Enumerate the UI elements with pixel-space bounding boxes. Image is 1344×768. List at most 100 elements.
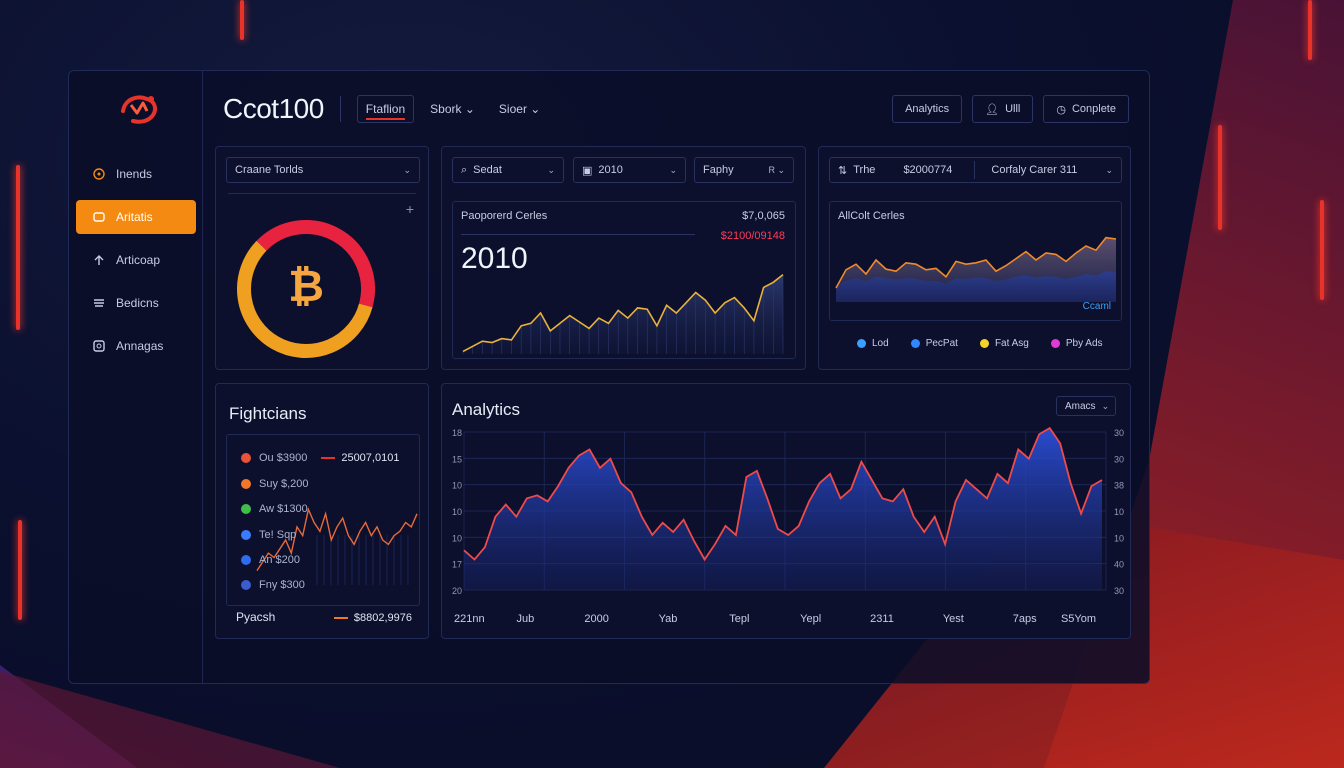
series-value-sub: $2100/09148 <box>720 230 785 242</box>
sidebar-item-aritatis[interactable]: Aritatis <box>76 200 196 234</box>
fightcians-title: Fightcians <box>229 404 307 423</box>
y-tick-label-left: 10 <box>452 481 462 491</box>
fightcians-card: Fightcians Ou $3900 25007,0101 Suy $,200… <box>215 383 429 639</box>
analytics-dropdown[interactable]: Amacs ⌄ <box>1056 396 1116 416</box>
tab-ftaflion[interactable]: Ftaflion <box>356 95 415 123</box>
y-tick-label-left: 17 <box>452 560 462 570</box>
filter-dropdown[interactable]: Faphy R ⌄ <box>694 157 794 183</box>
ticker-label: Trhe <box>853 164 876 176</box>
y-tick-label-left: 20 <box>452 586 462 596</box>
arrow-up-icon <box>92 253 106 267</box>
bg-streak <box>1308 0 1312 60</box>
stack-icon <box>92 296 106 310</box>
year-dropdown[interactable]: ▣ 2010 ⌄ <box>573 157 686 183</box>
fight-row[interactable]: An $200 <box>241 554 409 566</box>
legend-item[interactable]: Lod <box>857 338 889 349</box>
analytics-card: Analytics Amacs ⌄ 18 30 15 30 10 38 10 10 10 10 17… <box>441 383 1131 639</box>
fight-row[interactable]: Aw $1300 <box>241 503 409 515</box>
bitcoin-icon: ₿ <box>288 261 324 312</box>
tab-label: Sioer <box>498 102 527 116</box>
x-tick-label: Yest <box>943 613 964 625</box>
sidebar-item-annagas[interactable]: Annagas <box>76 329 196 363</box>
row-icon <box>241 453 251 463</box>
chevron-down-icon: ⌄ <box>1105 164 1113 175</box>
y-tick-label-right: 10 <box>1114 507 1124 517</box>
calendar-icon: ▣ <box>582 164 593 177</box>
cerles-title: AllColt Cerles <box>838 210 905 222</box>
sidebar-item-inends[interactable]: Inends <box>76 157 196 191</box>
dropdown-value: Craane Torlds <box>235 164 304 176</box>
legend-dot <box>979 339 989 348</box>
cerles-card: ⇅ Trhe $2000774 Corfaly Carer 311 ⌄ AllC… <box>818 146 1131 370</box>
series-line <box>462 273 784 353</box>
dropdown-value: Amacs <box>1065 400 1096 412</box>
row-label: Fny $300 <box>259 579 305 591</box>
chevron-down-icon: ⌄ <box>547 164 555 175</box>
chevron-down-icon: ⌄ <box>464 102 475 116</box>
footer-line-marker <box>333 617 348 619</box>
fight-row[interactable]: Te! Sqp <box>241 529 409 541</box>
analytics-button[interactable]: Analytics <box>892 95 963 123</box>
y-tick-label-right: 10 <box>1114 533 1124 543</box>
divider <box>461 234 695 235</box>
row-icon <box>241 555 251 565</box>
series-area-chart <box>462 273 784 354</box>
image-icon <box>92 339 106 353</box>
analytics-line <box>463 426 1103 562</box>
big-number: 2010 <box>461 242 528 275</box>
fight-line <box>256 507 418 571</box>
add-icon[interactable]: + <box>405 201 414 217</box>
button-label: Ulll <box>1005 103 1021 115</box>
y-tick-label-right: 30 <box>1114 428 1124 438</box>
brand-logo-icon <box>121 95 157 124</box>
fightcians-line-chart <box>256 507 418 585</box>
sidebar-item-articoap[interactable]: Articoap <box>76 243 196 277</box>
sidebar-item-bedicns[interactable]: Bedicns <box>76 286 196 320</box>
legend-dot <box>1050 339 1060 348</box>
filter-right-label: R ⌄ <box>768 164 785 175</box>
series-value-top: $7,0,065 <box>742 210 785 222</box>
row-label: Suy $,200 <box>259 478 309 490</box>
donut-dropdown[interactable]: Craane Torlds ⌄ <box>226 157 420 183</box>
ticker-price: $2000774 <box>903 164 953 176</box>
row-icon <box>241 504 251 514</box>
sidebar-item-label: Articoap <box>116 253 161 267</box>
x-tick-label: 2000 <box>584 613 608 625</box>
legend-item[interactable]: Pby Ads <box>1050 338 1103 349</box>
complete-button[interactable]: ◷ Conplete <box>1043 95 1129 123</box>
cerles-area-chart <box>835 236 1117 302</box>
row-label: Te! Sqp <box>259 529 297 541</box>
row-label: An $200 <box>259 554 300 566</box>
bg-streak <box>1320 200 1324 300</box>
legend-item[interactable]: PecPat <box>910 338 958 349</box>
legend-dot <box>857 339 866 348</box>
analytics-area-chart: 18 30 15 30 10 38 10 10 10 10 17 40 20 30 221nn Jub 2000… <box>452 426 1124 625</box>
ticker-bar[interactable]: ⇅ Trhe $2000774 Corfaly Carer 311 ⌄ <box>829 157 1122 183</box>
series-area <box>836 271 1116 302</box>
tab-sbork[interactable]: Sbork ⌄ <box>422 96 483 122</box>
bg-streak <box>1218 125 1222 230</box>
series-line <box>835 236 1117 289</box>
bg-streak <box>16 165 20 330</box>
donut-chart: ₿ <box>237 220 375 358</box>
y-tick-label-left: 18 <box>452 428 462 438</box>
legend-label: PecPat <box>925 338 958 349</box>
dropdown-value: Sedat <box>473 164 502 176</box>
fightcians-panel: Ou $3900 25007,0101 Suy $,200 Aw $1300 T… <box>226 434 420 606</box>
row-label: Ou $3900 <box>259 452 308 464</box>
circle-icon <box>92 167 106 181</box>
row-icon <box>241 530 251 540</box>
cerles-panel: AllColt Cerles Ccaml <box>829 201 1122 321</box>
search-dropdown[interactable]: ⌕ Sedat ⌄ <box>452 157 564 183</box>
user-button[interactable]: 👤︎ Ulll <box>972 95 1034 123</box>
fight-row[interactable]: Fny $300 <box>241 579 409 591</box>
fight-row[interactable]: Ou $3900 25007,0101 <box>241 452 409 464</box>
tab-label: Sbork <box>430 102 462 116</box>
legend-item[interactable]: Fat Asg <box>979 338 1029 349</box>
fight-row[interactable]: Suy $,200 <box>241 478 409 490</box>
bg-streak <box>18 520 22 620</box>
series-card: ⌕ Sedat ⌄ ▣ 2010 ⌄ Faphy R ⌄ Paoporerd C… <box>441 146 806 370</box>
tab-sioer[interactable]: Sioer ⌄ <box>491 96 548 122</box>
x-tick-label: 7aps <box>1013 613 1037 625</box>
analytics-area <box>464 428 1102 590</box>
